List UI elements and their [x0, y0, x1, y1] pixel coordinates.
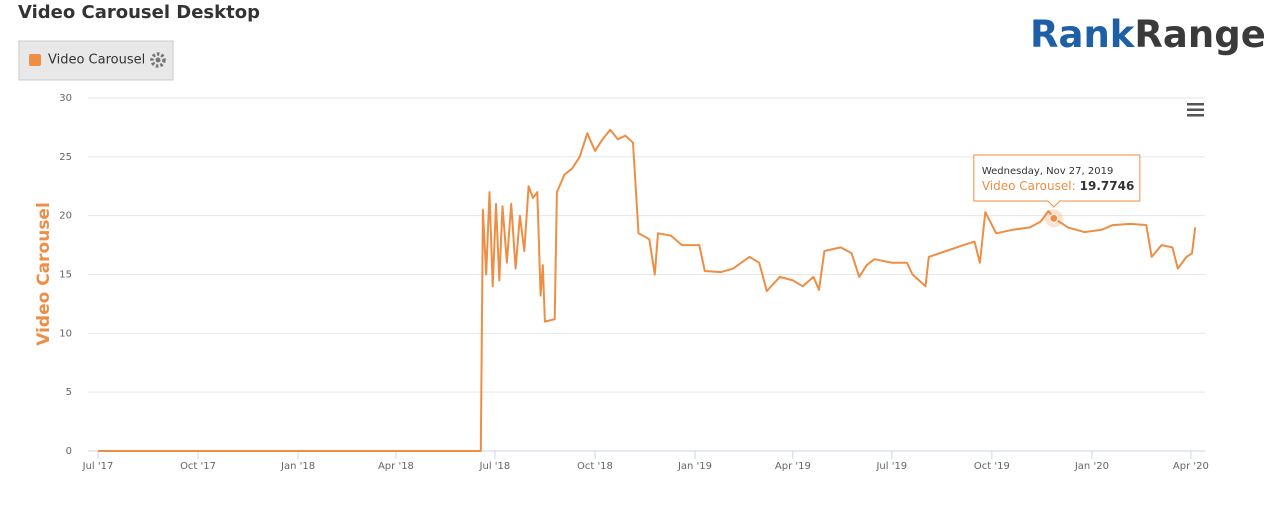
x-tick-label: Jul '18 [479, 461, 511, 472]
tooltip-line: Video Carousel: 19.7746 [982, 179, 1134, 193]
x-tick-label: Oct '18 [577, 461, 613, 472]
x-tick-label: Jul '17 [82, 461, 114, 472]
y-tick-label: 10 [59, 328, 72, 339]
x-tick-label: Apr '19 [775, 461, 811, 472]
tooltip-series: Video Carousel: [982, 179, 1076, 193]
y-tick-label: 15 [59, 270, 72, 281]
tooltip-box [973, 154, 1141, 208]
logo: RankRanger [1030, 13, 1264, 56]
x-tick-label: Oct '17 [180, 461, 216, 472]
x-tick-label: Apr '20 [1173, 461, 1209, 472]
series-line [98, 128, 1197, 452]
x-tick-label: Apr '18 [378, 461, 414, 472]
menu-bar [1187, 114, 1204, 117]
x-tick-label: Jan '18 [280, 461, 315, 472]
x-tick-label: Oct '19 [974, 461, 1010, 472]
settings-icon[interactable] [150, 52, 166, 68]
x-tick-label: Jan '19 [677, 461, 712, 472]
y-tick-label: 25 [59, 152, 72, 163]
settings-icon-center [155, 57, 161, 63]
y-tick-label: 0 [66, 446, 72, 457]
menu-bar [1187, 108, 1204, 111]
tooltip-date: Wednesday, Nov 27, 2019 [982, 166, 1113, 177]
tooltip-value: 19.7746 [1080, 179, 1135, 193]
menu-icon[interactable] [1187, 103, 1204, 117]
hover-point [1049, 213, 1059, 223]
tooltip: Wednesday, Nov 27, 2019 Video Carousel: 19… [973, 154, 1141, 208]
logo-part: Rank [1030, 13, 1136, 56]
legend-button[interactable]: Video Carousel [18, 40, 174, 81]
legend-box[interactable] [18, 40, 174, 81]
y-tick-label: 30 [59, 93, 72, 104]
logo-part: Ranger [1134, 13, 1264, 56]
menu-bar [1187, 103, 1204, 106]
y-tick-label: 5 [66, 387, 72, 398]
x-tick-label: Jan '20 [1074, 461, 1109, 472]
legend-label[interactable]: Video Carousel [48, 53, 145, 68]
x-tick-label: Jul '19 [875, 461, 907, 472]
chart-title: Video Carousel Desktop [18, 2, 260, 23]
legend-swatch [29, 54, 41, 66]
y-tick-label: 20 [59, 211, 72, 222]
y-axis-label: Video Carousel [34, 202, 54, 346]
